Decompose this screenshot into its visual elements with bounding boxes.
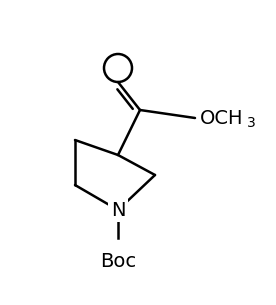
Text: OCH: OCH <box>200 109 243 127</box>
Text: N: N <box>111 200 125 220</box>
Text: Boc: Boc <box>100 252 136 271</box>
Text: 3: 3 <box>247 116 256 130</box>
